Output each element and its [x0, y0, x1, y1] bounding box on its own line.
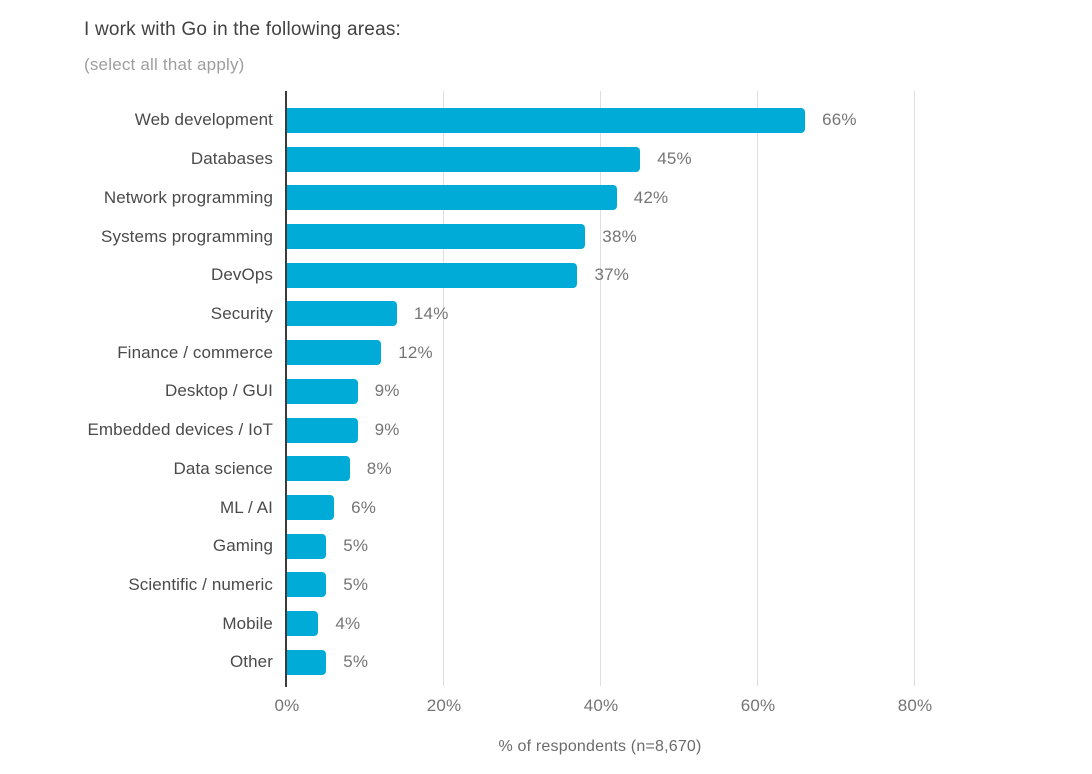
bar: [287, 146, 641, 172]
bar-row: Mobile 4%: [0, 604, 1092, 643]
value-label: 37%: [594, 265, 630, 285]
bar-row: Web development 66%: [0, 101, 1092, 140]
value-label: 4%: [335, 613, 361, 633]
bar: [287, 495, 335, 521]
bar-row: ML / AI 6%: [0, 488, 1092, 527]
bar: [287, 301, 397, 327]
value-label: 12%: [398, 342, 433, 362]
category-label: Gaming: [212, 536, 273, 556]
bar: [287, 340, 382, 366]
bar: [287, 572, 327, 598]
bar-row: Network programming 42%: [0, 178, 1092, 217]
category-label: Databases: [190, 149, 273, 169]
category-label: Finance / commerce: [117, 342, 273, 362]
bar-row: Finance / commerce 12%: [0, 333, 1092, 372]
bar-row: DevOps 37%: [0, 256, 1092, 295]
value-label: 45%: [657, 149, 692, 169]
category-label: Data science: [173, 458, 273, 478]
x-tick-label: 60%: [740, 696, 776, 715]
gridline: [757, 91, 758, 686]
value-label: 14%: [413, 303, 449, 323]
bar: [287, 417, 358, 443]
category-label: Web development: [134, 110, 273, 130]
bar-row: Gaming 5%: [0, 527, 1092, 566]
value-label: 6%: [351, 497, 377, 517]
value-label: 5%: [343, 652, 369, 672]
value-label: 8%: [366, 458, 392, 478]
value-label: 42%: [633, 187, 669, 207]
category-label: Security: [210, 303, 273, 323]
x-tick-label: 0%: [274, 696, 300, 715]
bar-row: Other 5%: [0, 643, 1092, 682]
bar: [287, 262, 578, 288]
bar: [287, 456, 350, 482]
category-label: Systems programming: [101, 226, 273, 246]
bar-row: Databases 45%: [0, 140, 1092, 179]
bar: [287, 649, 327, 675]
value-label: 5%: [343, 536, 369, 556]
bar-row: Systems programming 38%: [0, 217, 1092, 256]
category-label: Desktop / GUI: [164, 381, 273, 401]
gridline: [914, 91, 915, 686]
bar-row: Scientific / numeric 5%: [0, 566, 1092, 605]
category-label: Other: [229, 652, 273, 672]
chart-subtitle: (select all that apply): [84, 55, 245, 74]
category-label: Mobile: [222, 613, 273, 633]
category-label: DevOps: [210, 265, 273, 285]
bar: [287, 224, 586, 250]
bar-row: Embedded devices / IoT 9%: [0, 411, 1092, 450]
bar: [287, 611, 319, 637]
bar: [287, 107, 806, 133]
category-label: Scientific / numeric: [128, 574, 273, 594]
bar: [287, 378, 358, 404]
gridline: [600, 91, 601, 686]
value-label: 38%: [602, 226, 637, 246]
x-tick-label: 40%: [583, 696, 619, 715]
category-label: ML / AI: [220, 497, 273, 517]
x-axis-label: % of respondents (n=8,670): [498, 738, 702, 755]
x-tick-label: 80%: [897, 696, 933, 715]
value-label: 9%: [374, 420, 400, 440]
bar-rows: Web development 66% Databases 45% Network pr…: [0, 91, 1092, 682]
chart-title: I work with Go in the following areas:: [84, 19, 402, 40]
value-label: 66%: [822, 110, 857, 130]
bar-row: Data science 8%: [0, 449, 1092, 488]
bar-row: Security 14%: [0, 295, 1092, 334]
category-label: Network programming: [103, 187, 273, 207]
bar-row: Desktop / GUI 9%: [0, 372, 1092, 411]
gridline: [443, 91, 444, 686]
bar: [287, 185, 617, 211]
category-label: Embedded devices / IoT: [87, 420, 273, 440]
value-label: 9%: [374, 381, 400, 401]
y-axis-line: [285, 91, 287, 687]
value-label: 5%: [343, 574, 369, 594]
x-tick-label: 20%: [426, 696, 462, 715]
bar: [287, 533, 327, 559]
